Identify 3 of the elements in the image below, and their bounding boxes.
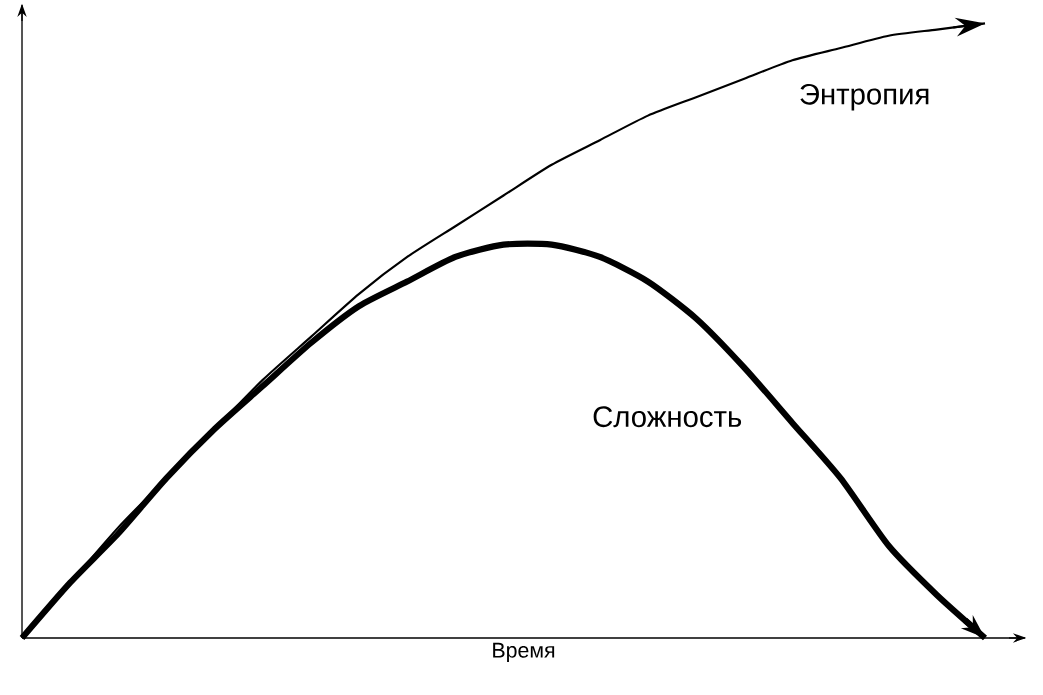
series-label: Сложность (593, 406, 742, 428)
x-axis-title: Время (493, 642, 555, 662)
series-label: Энтропия (800, 83, 929, 111)
